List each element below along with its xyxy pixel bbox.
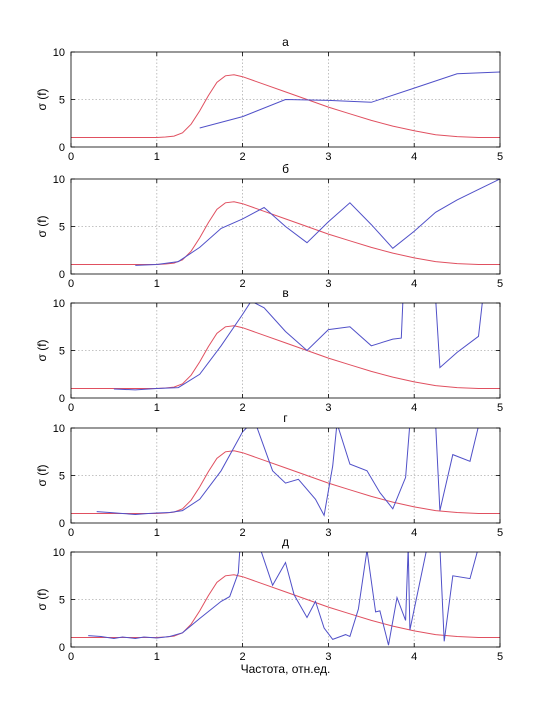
x-tick-label: 0 — [68, 278, 74, 290]
measured-line — [199, 71, 500, 129]
x-tick-label: 2 — [240, 527, 246, 539]
x-tick-label: 3 — [325, 651, 331, 663]
y-tick-label: 0 — [59, 518, 65, 530]
y-axis-label: σ (f) — [35, 215, 49, 237]
x-tick-label: 1 — [154, 151, 160, 163]
measured-line — [88, 552, 478, 646]
subplot-title: в — [282, 286, 288, 300]
y-tick-label: 10 — [53, 423, 65, 435]
y-tick-label: 5 — [59, 346, 65, 358]
x-tick-label: 0 — [68, 151, 74, 163]
theory-line — [71, 325, 500, 389]
y-axis-label: σ (f) — [35, 464, 49, 486]
x-tick-label: 4 — [411, 278, 417, 290]
x-tick-label: 3 — [325, 278, 331, 290]
x-tick-label: 1 — [154, 527, 160, 539]
x-tick-label: 2 — [240, 402, 246, 414]
theory-line — [71, 74, 500, 138]
y-tick-label: 5 — [59, 222, 65, 234]
y-tick-label: 5 — [59, 595, 65, 607]
theory-line — [71, 450, 500, 514]
x-tick-label: 5 — [497, 402, 503, 414]
x-tick-label: 4 — [411, 651, 417, 663]
x-tick-label: 3 — [325, 402, 331, 414]
y-tick-label: 0 — [59, 642, 65, 654]
measured-line — [135, 179, 500, 266]
x-tick-label: 4 — [411, 527, 417, 539]
subplot-1: 0 1 2 3 4 5 0 5 10 б σ (f) — [35, 162, 503, 290]
y-axis-label: σ (f) — [35, 588, 49, 610]
y-axis-label: σ (f) — [35, 88, 49, 110]
x-tick-label: 0 — [68, 402, 74, 414]
x-tick-label: 2 — [240, 278, 246, 290]
subplot-4: 0 1 2 3 4 5 0 5 10 д σ (f) — [35, 535, 503, 663]
y-tick-label: 0 — [59, 269, 65, 281]
y-tick-label: 10 — [53, 547, 65, 559]
y-tick-label: 10 — [53, 298, 65, 310]
subplot-3: 0 1 2 3 4 5 0 5 10 г σ (f) — [35, 411, 503, 539]
x-tick-label: 2 — [240, 151, 246, 163]
measured-line — [113, 303, 483, 391]
theory-line — [71, 574, 500, 638]
subplot-title: г — [283, 411, 288, 425]
x-tick-label: 4 — [411, 151, 417, 163]
x-tick-label: 4 — [411, 402, 417, 414]
subplot-0: 0 1 2 3 4 5 0 5 10 а σ (f) — [35, 35, 503, 163]
x-tick-label: 5 — [497, 651, 503, 663]
x-tick-label: 5 — [497, 151, 503, 163]
x-tick-label: 5 — [497, 278, 503, 290]
x-tick-label: 5 — [497, 527, 503, 539]
x-tick-label: 1 — [154, 402, 160, 414]
x-tick-label: 3 — [325, 527, 331, 539]
x-tick-label: 2 — [240, 651, 246, 663]
x-tick-label: 0 — [68, 527, 74, 539]
y-axis-label: σ (f) — [35, 339, 49, 361]
measured-line — [96, 428, 479, 517]
x-tick-label: 3 — [325, 151, 331, 163]
y-tick-label: 10 — [53, 174, 65, 186]
subplot-title: д — [282, 535, 289, 549]
y-tick-label: 0 — [59, 142, 65, 154]
x-tick-label: 1 — [154, 651, 160, 663]
y-tick-label: 5 — [59, 471, 65, 483]
subplot-2: 0 1 2 3 4 5 0 5 10 в σ (f) — [35, 286, 503, 414]
theory-line — [71, 201, 500, 265]
y-tick-label: 5 — [59, 95, 65, 107]
y-tick-label: 0 — [59, 393, 65, 405]
subplot-title: а — [282, 35, 289, 49]
x-axis-label: Частота, отн.ед. — [241, 662, 331, 676]
subplot-title: б — [282, 162, 289, 176]
y-tick-label: 10 — [53, 47, 65, 59]
x-tick-label: 1 — [154, 278, 160, 290]
x-tick-label: 0 — [68, 651, 74, 663]
